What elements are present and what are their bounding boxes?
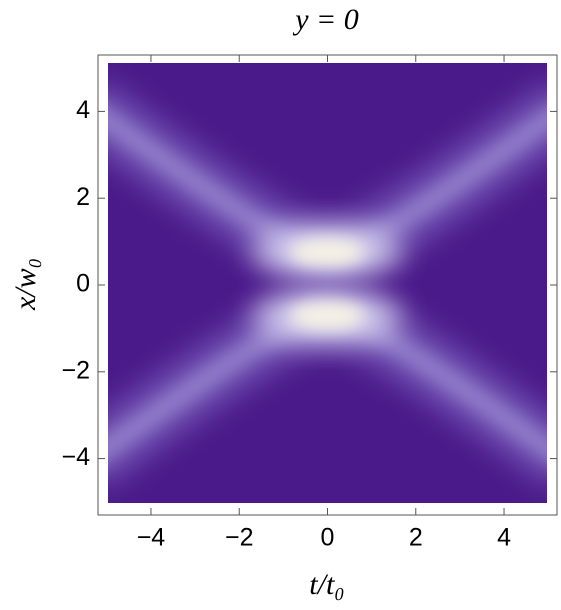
x-tick-label: 2 bbox=[409, 524, 423, 552]
x-tick-label: 0 bbox=[321, 524, 335, 552]
y-axis-label: x/w₀ bbox=[9, 258, 42, 311]
y-tick-label: −2 bbox=[61, 356, 90, 384]
density-field bbox=[108, 63, 547, 503]
x-tick-label: 4 bbox=[497, 524, 511, 552]
x-tick-label: −2 bbox=[225, 524, 254, 552]
y-tick-label: 4 bbox=[76, 96, 90, 124]
y-tick-label: −4 bbox=[61, 443, 90, 471]
glow-lobe bbox=[289, 238, 365, 267]
x-axis-label: t/t₀ bbox=[309, 568, 344, 601]
y-tick-label: 2 bbox=[76, 183, 90, 211]
y-tick-label: 0 bbox=[76, 270, 90, 298]
chart-title: y = 0 bbox=[292, 3, 359, 36]
glow-lobe bbox=[289, 301, 365, 330]
x-tick-label: −4 bbox=[137, 524, 166, 552]
